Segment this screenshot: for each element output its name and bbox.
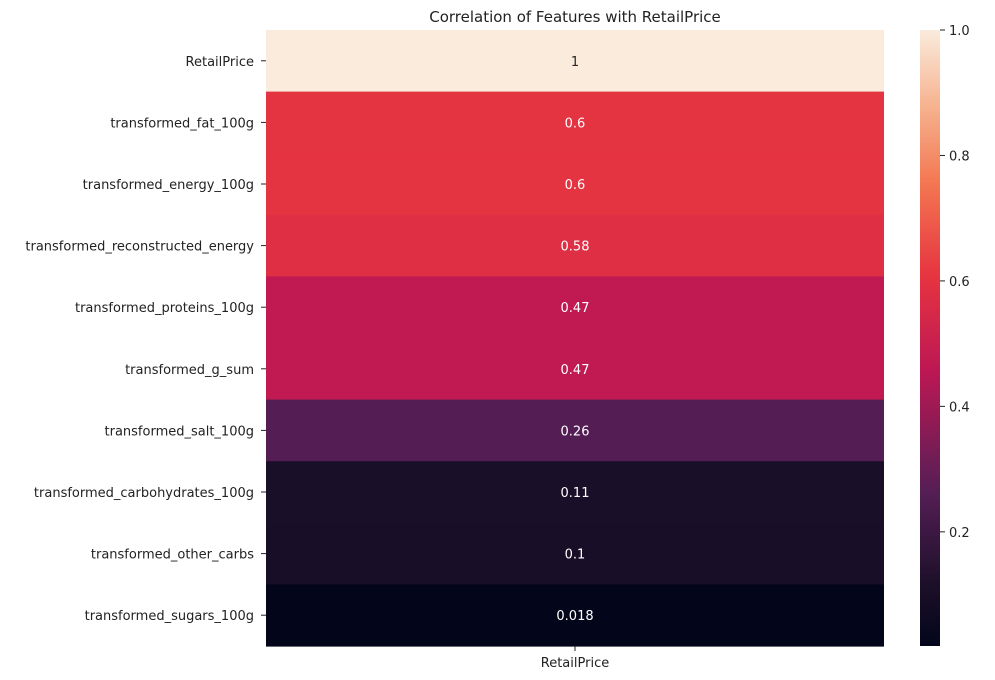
chart-title: Correlation of Features with RetailPrice xyxy=(429,8,721,26)
cell-value-label: 0.6 xyxy=(565,116,586,131)
colorbar-tick-label: 0.4 xyxy=(949,400,970,415)
heatmap-cell xyxy=(266,584,884,647)
cell-value-label: 0.1 xyxy=(565,548,586,563)
row-label: transformed_salt_100g xyxy=(105,424,255,439)
row-label: transformed_carbohydrates_100g xyxy=(34,486,254,501)
colorbar-tick-label: 0.8 xyxy=(949,149,970,164)
colorbar-tick-label: 0.2 xyxy=(949,526,970,541)
colorbar-gradient xyxy=(920,30,940,646)
column-label: RetailPrice xyxy=(541,656,609,671)
cell-value-label: 0.47 xyxy=(561,301,590,316)
column-labels: RetailPrice xyxy=(541,646,609,671)
heatmap-cells: 1 0.6 0.6 0.58 0.47 0.47 0.26 0.11 0.1 0.018 xyxy=(266,30,884,647)
heatmap-cell xyxy=(266,214,884,277)
cell-value-label: 0.26 xyxy=(561,424,590,439)
cell-value-label: 0.11 xyxy=(561,486,590,501)
row-label: RetailPrice xyxy=(186,55,254,70)
row-label: transformed_g_sum xyxy=(125,363,254,378)
row-label: transformed_fat_100g xyxy=(110,116,254,131)
row-label: transformed_reconstructed_energy xyxy=(25,240,254,255)
row-label: transformed_proteins_100g xyxy=(75,301,254,316)
colorbar-tick-label: 1.0 xyxy=(949,24,970,39)
colorbar-tick-label: 0.6 xyxy=(949,275,970,290)
row-label: transformed_energy_100g xyxy=(83,178,254,193)
heatmap-cell xyxy=(266,91,884,154)
heatmap-cell xyxy=(266,153,884,216)
heatmap-cell xyxy=(266,522,884,585)
cell-value-label: 0.58 xyxy=(561,240,590,255)
colorbar: 0.2 0.4 0.6 0.8 1.0 xyxy=(920,24,970,646)
cell-value-label: 1 xyxy=(571,55,579,70)
row-label: transformed_other_carbs xyxy=(91,548,254,563)
heatmap-cell xyxy=(266,338,884,401)
row-label: transformed_sugars_100g xyxy=(85,609,254,624)
heatmap-cell xyxy=(266,30,884,93)
heatmap-cell xyxy=(266,461,884,524)
cell-value-label: 0.018 xyxy=(556,609,593,624)
row-labels: RetailPrice transformed_fat_100g transform… xyxy=(25,55,266,624)
heatmap-cell xyxy=(266,399,884,462)
cell-value-label: 0.47 xyxy=(561,363,590,378)
cell-value-label: 0.6 xyxy=(565,178,586,193)
heatmap-cell xyxy=(266,276,884,339)
